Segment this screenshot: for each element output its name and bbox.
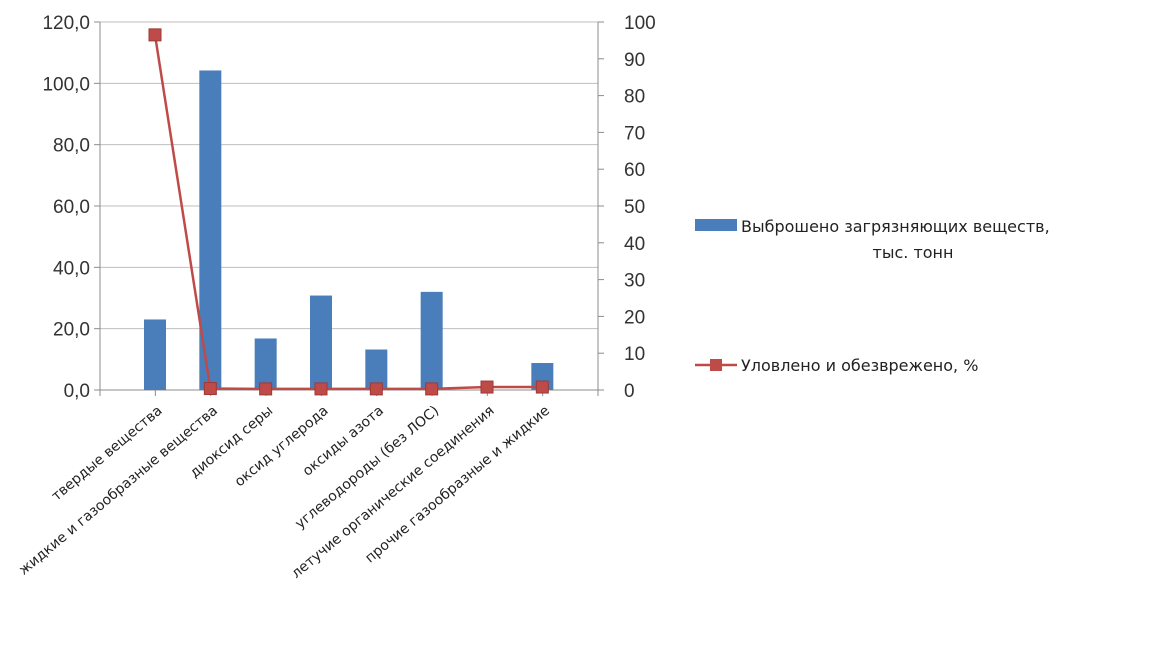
line-marker: [535, 380, 549, 394]
line-marker: [369, 382, 383, 396]
legend-bar-label: Выброшено загрязняющих веществ,: [741, 217, 1050, 236]
right-tick-label: 50: [624, 197, 645, 218]
left-tick-label: 80,0: [53, 136, 90, 157]
legend-line-label: Уловлено и обезврежено, %: [741, 356, 978, 375]
legend-line-marker: [710, 359, 722, 371]
right-tick-label: 80: [624, 87, 645, 108]
line-marker: [314, 382, 328, 396]
right-tick-label: 60: [624, 160, 645, 181]
right-tick-label: 100: [624, 13, 656, 34]
left-tick-label: 40,0: [53, 258, 90, 279]
right-tick-label: 0: [624, 381, 635, 402]
bar: [254, 338, 277, 390]
bar: [144, 319, 166, 390]
line-marker: [425, 382, 439, 396]
bar: [365, 349, 388, 390]
category-label: летучие органические соединения: [289, 403, 498, 582]
line-marker: [203, 382, 217, 396]
left-tick-label: 0,0: [64, 381, 90, 402]
left-tick-label: 60,0: [53, 197, 90, 218]
left-tick-label: 20,0: [53, 320, 90, 341]
line-series: [153, 34, 543, 391]
right-tick-label: 20: [624, 307, 645, 328]
bar: [310, 295, 332, 390]
bar: [199, 70, 222, 390]
right-tick-label: 70: [624, 123, 645, 144]
right-tick-label: 10: [624, 344, 645, 365]
category-label: оксид углерода: [232, 403, 332, 490]
line-marker: [148, 28, 162, 42]
right-tick-label: 30: [624, 271, 645, 292]
left-tick-label: 120,0: [42, 13, 90, 34]
right-tick-label: 90: [624, 50, 645, 71]
line-marker: [480, 380, 494, 394]
legend-bar-label-2: тыс. тонн: [873, 243, 954, 262]
left-tick-label: 100,0: [42, 74, 90, 95]
bar: [420, 291, 443, 390]
right-tick-label: 40: [624, 234, 645, 255]
line-marker: [259, 382, 273, 396]
legend-bar-swatch: [695, 219, 737, 231]
category-label: жидкие и газообразные вещества: [16, 403, 221, 579]
